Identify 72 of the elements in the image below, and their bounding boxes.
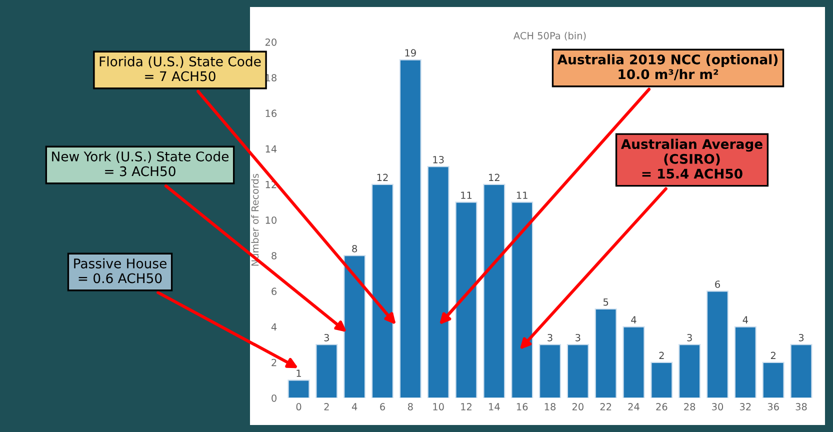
y-tick-label: 8 [272,252,276,260]
y-tick-label: 4 [271,323,277,330]
x-tick-label: 36 [768,403,779,410]
y-tick-label: 6 [272,288,277,296]
data-label: 1 [296,370,301,377]
y-tick-label: 20 [265,38,276,46]
data-label: 2 [659,352,664,359]
data-label: 12 [377,174,388,181]
x-tick-label: 2 [324,403,329,410]
data-label: 12 [489,174,500,181]
x-tick-label: 38 [796,403,807,410]
x-tick-label: 12 [461,403,472,410]
x-tick-label: 4 [352,403,358,410]
data-label: 6 [715,280,720,288]
bar [790,344,812,398]
text: Florida (U.S.) State Code = 7 ACH50 [100,56,261,82]
bar [371,184,394,398]
x-tick-label: 14 [489,403,500,410]
data-label: 3 [576,334,580,342]
bar [483,184,506,398]
bar [622,326,645,398]
bar [427,166,450,398]
data-label: 3 [798,334,804,342]
y-tick-label: 16 [266,110,277,118]
x-tick-label: 10 [433,403,444,410]
data-label: 3 [324,334,329,342]
bar [594,308,617,398]
data-label: 4 [742,316,748,324]
data-label: 4 [631,316,636,324]
bar [762,362,784,398]
annotation: Australia 2019 NCC (optional) 10.0 m³/hr m² [557,54,778,80]
bar [734,326,756,398]
bar [511,202,534,398]
x-tick-label: 32 [740,403,751,410]
x-tick-label: 24 [628,403,640,410]
bar [288,380,310,398]
x-tick-label: 26 [656,403,668,410]
data-label: 11 [516,192,528,199]
x-tick-label: 22 [600,403,612,410]
x-tick-label: 30 [712,403,724,410]
data-label: 13 [433,156,444,164]
bar [399,59,422,398]
data-label: 2 [770,352,776,359]
y-tick-label: 14 [266,145,277,152]
x-tick-label: 20 [572,403,584,410]
bar [316,344,338,398]
bar [455,202,478,398]
bar [344,255,366,398]
x-tick-label: 28 [684,403,696,410]
x-tick-label: 6 [380,403,385,410]
bar [566,344,589,398]
data-label: 5 [603,298,608,306]
x-tick-label: 16 [516,403,528,410]
x-tick-label: 8 [408,403,413,410]
data-label: 8 [352,244,358,252]
x-tick-label: 18 [544,403,556,410]
bar [678,344,701,398]
bar [650,362,673,398]
data-label: 3 [548,334,552,342]
data-label: 19 [405,49,416,57]
y-tick-label: 10 [266,216,276,224]
text: Passive House = 0.6 ACH50 [74,258,166,284]
y-tick-label: 2 [272,358,276,366]
data-label: 11 [461,192,472,199]
y-tick-label: 0 [272,394,276,402]
chart-title: ACH 50Pa (bin) [514,32,586,41]
bar [706,290,729,398]
annotation: Australian Average (CSIRO) = 15.4 ACH50 [620,138,762,179]
text: New York (U.S.) State Code = 3 ACH50 [52,151,229,176]
bar [538,344,562,398]
x-tick-label: 0 [296,403,302,410]
data-label: 3 [687,334,692,342]
